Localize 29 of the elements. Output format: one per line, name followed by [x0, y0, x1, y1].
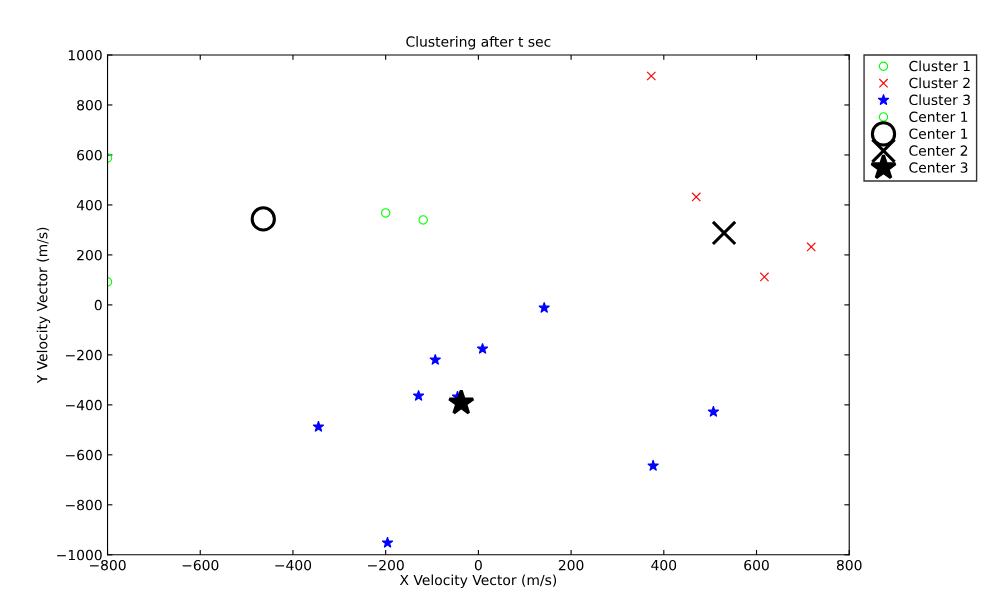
- x-tick-label: −600: [182, 559, 219, 571]
- legend-label: Center 1: [909, 111, 968, 123]
- y-tick-label: 200: [77, 249, 102, 261]
- y-tick-label: −1000: [57, 549, 102, 561]
- y-tick-label: 400: [76, 199, 102, 211]
- x-tick-label: 400: [651, 559, 677, 571]
- legend-label: Cluster 1: [909, 60, 970, 72]
- legend-label: Center 3: [909, 162, 968, 173]
- y-tick-label: 1000: [68, 49, 102, 61]
- chart-title: Clustering after t sec: [406, 36, 551, 50]
- y-tick-label: 0: [94, 299, 102, 311]
- x-tick-label: −400: [275, 559, 312, 571]
- x-tick-label: 600: [744, 559, 769, 571]
- x-tick-label: 200: [558, 559, 584, 571]
- y-tick-label: 800: [77, 99, 102, 111]
- x-tick-label: 800: [836, 559, 862, 571]
- legend-label: Cluster 2: [909, 77, 970, 89]
- y-axis-title: Y Velocity Vector (m/s): [36, 227, 51, 384]
- x-tick-label: 0: [474, 559, 482, 571]
- x-tick-label: −200: [368, 559, 404, 571]
- legend-label: Cluster 3: [909, 94, 970, 106]
- y-tick-label: 600: [77, 149, 102, 161]
- legend-label: Center 2: [909, 145, 968, 156]
- y-tick-label: −600: [66, 449, 102, 461]
- y-tick-label: −200: [66, 349, 102, 361]
- legend-label: Center 1: [909, 128, 968, 139]
- x-axis-title: X Velocity Vector (m/s): [399, 574, 557, 588]
- y-tick-label: −800: [66, 499, 102, 511]
- y-tick-label: −400: [66, 399, 102, 411]
